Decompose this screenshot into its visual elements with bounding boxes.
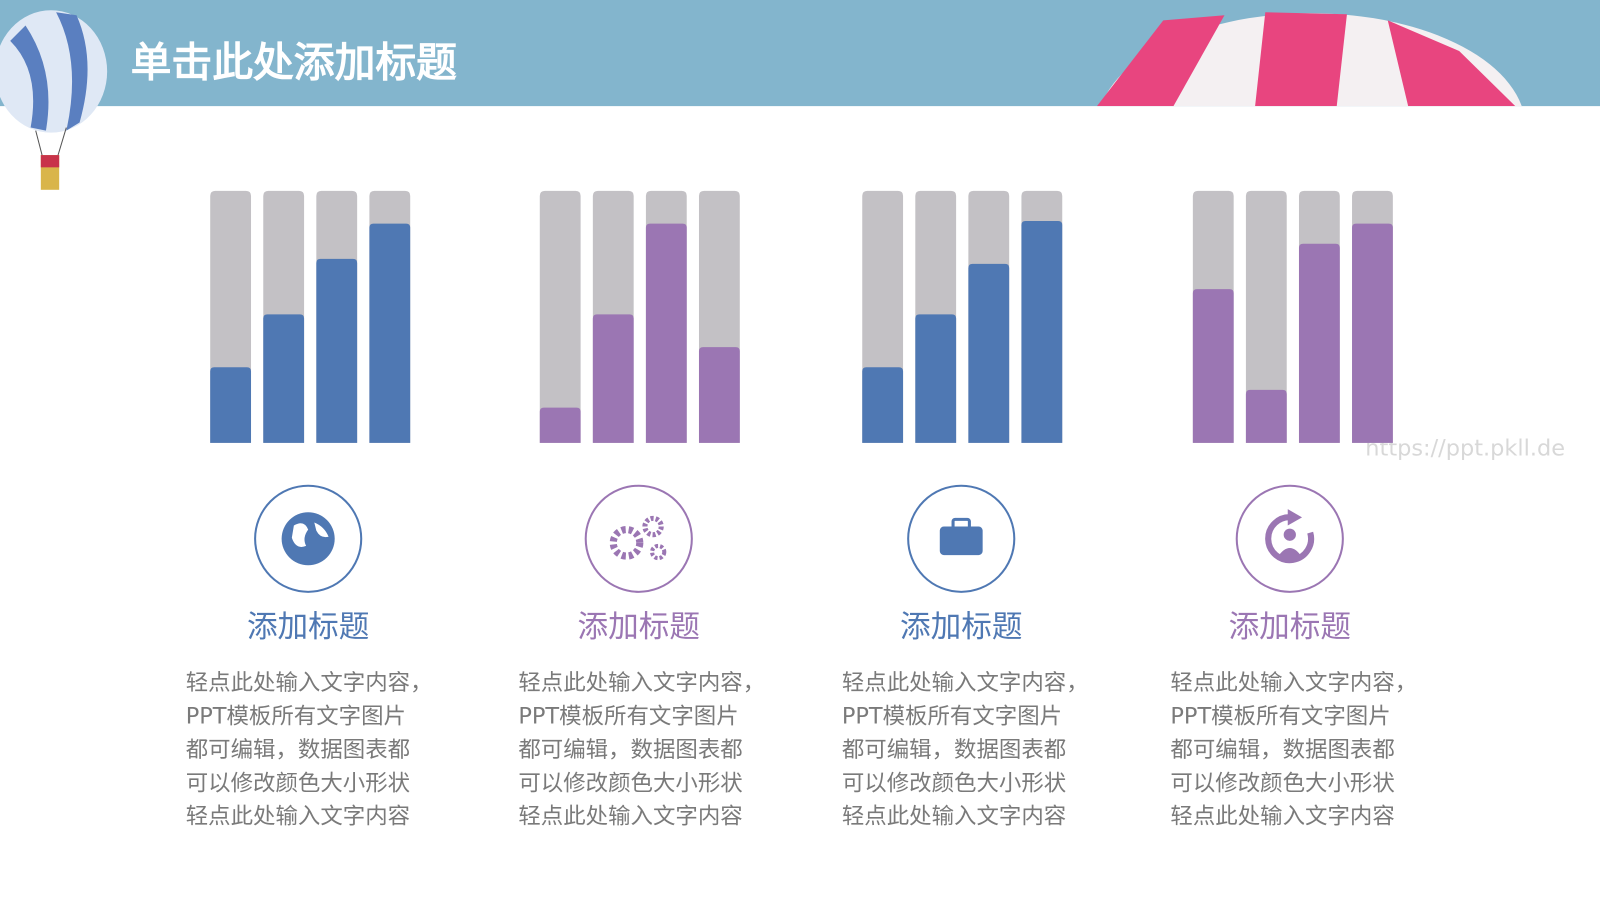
card-title: 添加标题 [247, 610, 369, 645]
card-text: 都可编辑，数据图表都 [842, 737, 1066, 763]
card-title: 添加标题 [1229, 610, 1351, 645]
card-text: 可以修改颜色大小形状 [1170, 770, 1394, 796]
bar [539, 407, 581, 443]
bar [968, 263, 1010, 443]
bar-track [539, 190, 581, 443]
card-title: 添加标题 [900, 610, 1022, 645]
bar [1021, 221, 1063, 443]
bar [698, 347, 740, 443]
bar [592, 314, 634, 443]
bar [210, 367, 252, 443]
card-text: 轻点此处输入文字内容 [186, 804, 410, 830]
card-text: 可以修改颜色大小形状 [518, 770, 742, 796]
card-text: PPT模板所有文字图片 [1170, 704, 1390, 730]
bar [862, 367, 904, 443]
card-text: 轻点此处输入文字内容 [518, 804, 742, 830]
blue-balloon [0, 10, 108, 190]
watermark: https://ppt.pkll.de [1365, 435, 1565, 461]
bar [263, 314, 305, 443]
bar [1245, 389, 1287, 443]
card-text: 都可编辑，数据图表都 [518, 737, 742, 763]
bar [645, 223, 687, 443]
card-text: PPT模板所有文字图片 [842, 704, 1062, 730]
card-text: 轻点此处输入文字内容， [1170, 670, 1417, 696]
briefcase-icon [907, 484, 1016, 593]
bar-track [1245, 190, 1287, 443]
card-text: 轻点此处输入文字内容， [186, 670, 433, 696]
card-text: PPT模板所有文字图片 [186, 704, 406, 730]
card-text: 都可编辑，数据图表都 [1170, 737, 1394, 763]
bar [1298, 243, 1340, 443]
slide-title: 单击此处添加标题 [131, 38, 458, 86]
globe-icon [254, 484, 363, 593]
card-text: 轻点此处输入文字内容 [842, 804, 1066, 830]
person-refresh-icon [1235, 484, 1344, 593]
card-text: 轻点此处输入文字内容 [1170, 804, 1394, 830]
card-text: 都可编辑，数据图表都 [186, 737, 410, 763]
card-text: 轻点此处输入文字内容， [518, 670, 765, 696]
card-text: 轻点此处输入文字内容， [842, 670, 1089, 696]
card-title: 添加标题 [578, 610, 700, 645]
bar [1352, 223, 1393, 443]
bar [1192, 289, 1234, 443]
pink-balloon [1096, 12, 1522, 107]
gears-icon [584, 484, 693, 593]
bar [369, 223, 411, 443]
bar [316, 258, 358, 443]
card-text: 可以修改颜色大小形状 [842, 770, 1066, 796]
card-text: 可以修改颜色大小形状 [186, 770, 410, 796]
bar [915, 314, 957, 443]
card-text: PPT模板所有文字图片 [518, 704, 738, 730]
